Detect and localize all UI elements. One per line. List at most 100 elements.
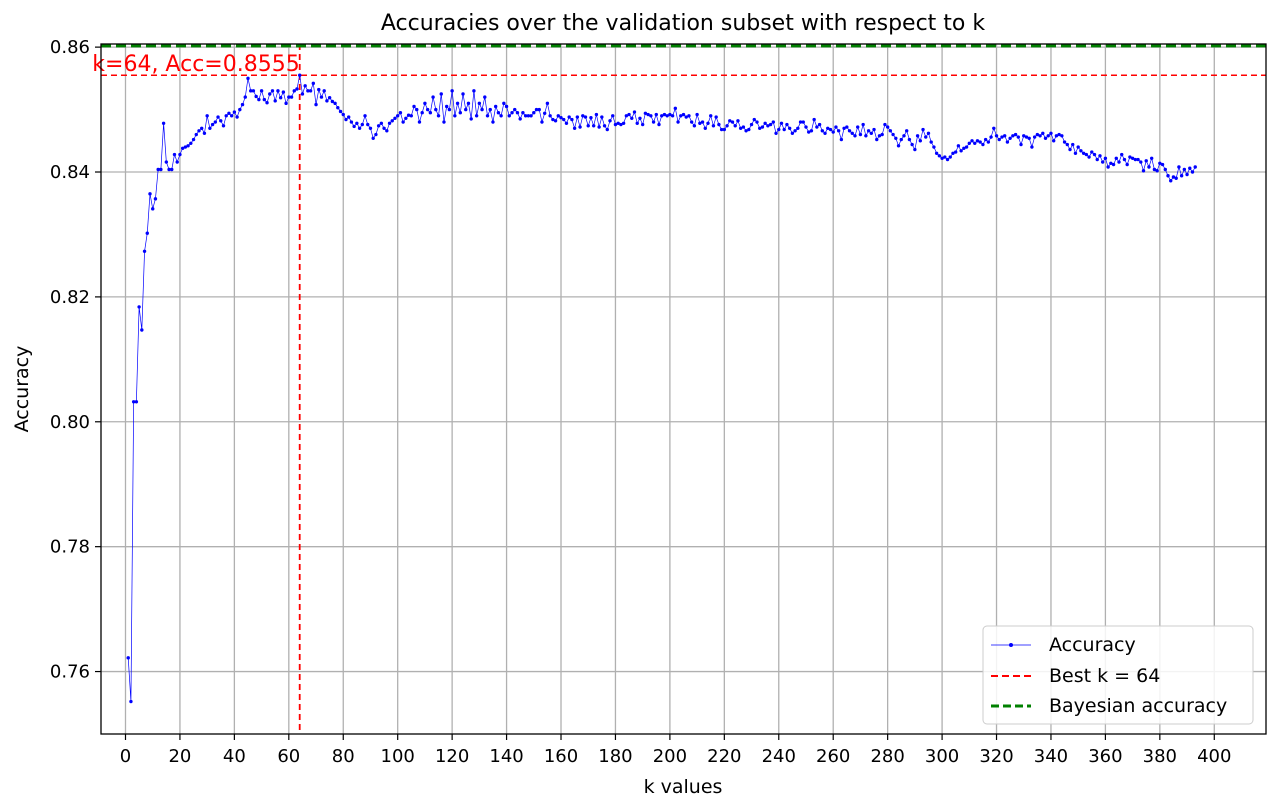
- accuracy-point: [719, 127, 724, 132]
- accuracy-point: [1022, 134, 1026, 138]
- accuracy-point: [319, 95, 324, 99]
- accuracy-point: [303, 84, 307, 88]
- accuracy-point: [640, 122, 645, 127]
- accuracy-point: [464, 107, 468, 112]
- accuracy-point: [921, 127, 925, 132]
- accuracy-point: [1141, 169, 1146, 173]
- accuracy-point: [551, 117, 555, 122]
- best-k-annotation: k=64, Acc=0.8555: [92, 52, 299, 77]
- accuracy-point: [311, 81, 316, 86]
- accuracy-point: [798, 120, 803, 124]
- accuracy-point: [542, 111, 547, 116]
- accuracy-point: [926, 131, 931, 135]
- y-tick-label: 0.82: [50, 287, 90, 308]
- accuracy-point: [189, 141, 193, 145]
- accuracy-point: [161, 121, 166, 126]
- x-tick-label: 400: [1197, 746, 1231, 767]
- accuracy-point: [382, 126, 386, 130]
- accuracy-point: [562, 117, 566, 122]
- accuracy-point: [782, 127, 786, 132]
- accuracy-point: [1076, 145, 1080, 149]
- accuracy-point: [676, 120, 680, 124]
- accuracy-point: [545, 101, 550, 106]
- accuracy-point: [360, 122, 365, 127]
- accuracy-point: [817, 122, 822, 127]
- accuracy-point: [564, 121, 569, 126]
- accuracy-point: [180, 146, 185, 150]
- accuracy-point: [907, 137, 912, 142]
- accuracy-point: [1106, 165, 1110, 169]
- accuracy-point: [1011, 134, 1015, 138]
- accuracy-point: [858, 132, 863, 137]
- accuracy-point: [771, 120, 776, 124]
- accuracy-point: [1016, 135, 1020, 139]
- accuracy-point: [970, 139, 974, 143]
- accuracy-point: [238, 107, 242, 112]
- accuracy-point: [540, 120, 544, 124]
- x-tick-label: 40: [223, 746, 246, 767]
- accuracy-point: [1065, 142, 1070, 147]
- x-tick-label: 120: [435, 746, 469, 767]
- y-tick-label: 0.86: [50, 37, 90, 58]
- accuracy-point: [548, 114, 552, 118]
- accuracy-point: [1030, 145, 1034, 149]
- accuracy-point: [679, 114, 683, 118]
- accuracy-point: [515, 110, 520, 115]
- accuracy-point: [673, 106, 678, 111]
- accuracy-point: [589, 115, 593, 120]
- accuracy-point: [896, 144, 901, 148]
- accuracy-point: [374, 132, 378, 137]
- accuracy-point: [376, 124, 381, 128]
- accuracy-point: [210, 122, 215, 127]
- accuracy-point: [861, 122, 865, 127]
- accuracy-point: [556, 114, 560, 118]
- accuracy-point: [395, 114, 400, 118]
- accuracy-point: [600, 115, 604, 119]
- accuracy-point: [159, 167, 163, 172]
- accuracy-point: [905, 129, 909, 133]
- accuracy-point: [480, 107, 484, 112]
- accuracy-point: [458, 110, 462, 115]
- accuracy-point: [619, 122, 623, 127]
- accuracy-point: [951, 151, 955, 155]
- accuracy-point: [687, 114, 691, 118]
- accuracy-point: [1038, 134, 1042, 138]
- accuracy-point: [703, 126, 707, 130]
- accuracy-point: [856, 125, 860, 129]
- accuracy-point: [175, 160, 179, 164]
- accuracy-point: [523, 114, 528, 118]
- accuracy-point: [1166, 174, 1170, 178]
- accuracy-point: [1081, 151, 1086, 155]
- accuracy-point: [646, 112, 650, 117]
- accuracy-point: [183, 145, 188, 149]
- accuracy-point: [709, 114, 713, 118]
- accuracy-point: [1000, 135, 1004, 139]
- accuracy-point: [145, 231, 149, 235]
- accuracy-point: [273, 99, 277, 103]
- accuracy-point: [937, 154, 942, 158]
- accuracy-point: [442, 120, 446, 124]
- accuracy-point: [1090, 150, 1094, 154]
- accuracy-point: [1174, 176, 1178, 180]
- accuracy-point: [836, 129, 841, 133]
- accuracy-point: [423, 101, 427, 106]
- accuracy-point: [1084, 152, 1089, 157]
- accuracy-point: [336, 105, 340, 110]
- accuracy-point: [779, 121, 784, 126]
- annotation-layer: k=64, Acc=0.8555: [92, 52, 299, 77]
- accuracy-point: [349, 120, 354, 124]
- accuracy-point: [616, 121, 620, 126]
- accuracy-point: [660, 114, 664, 118]
- accuracy-point: [866, 129, 871, 133]
- accuracy-point: [834, 125, 838, 129]
- accuracy-point: [1160, 162, 1165, 167]
- accuracy-point: [504, 104, 509, 109]
- accuracy-point: [366, 122, 370, 127]
- accuracy-point: [409, 114, 413, 118]
- accuracy-point: [1019, 142, 1023, 147]
- accuracy-point: [992, 126, 996, 130]
- accuracy-point: [823, 131, 827, 135]
- accuracy-point: [1060, 134, 1064, 138]
- accuracy-point: [826, 126, 830, 130]
- accuracy-point: [1158, 161, 1162, 165]
